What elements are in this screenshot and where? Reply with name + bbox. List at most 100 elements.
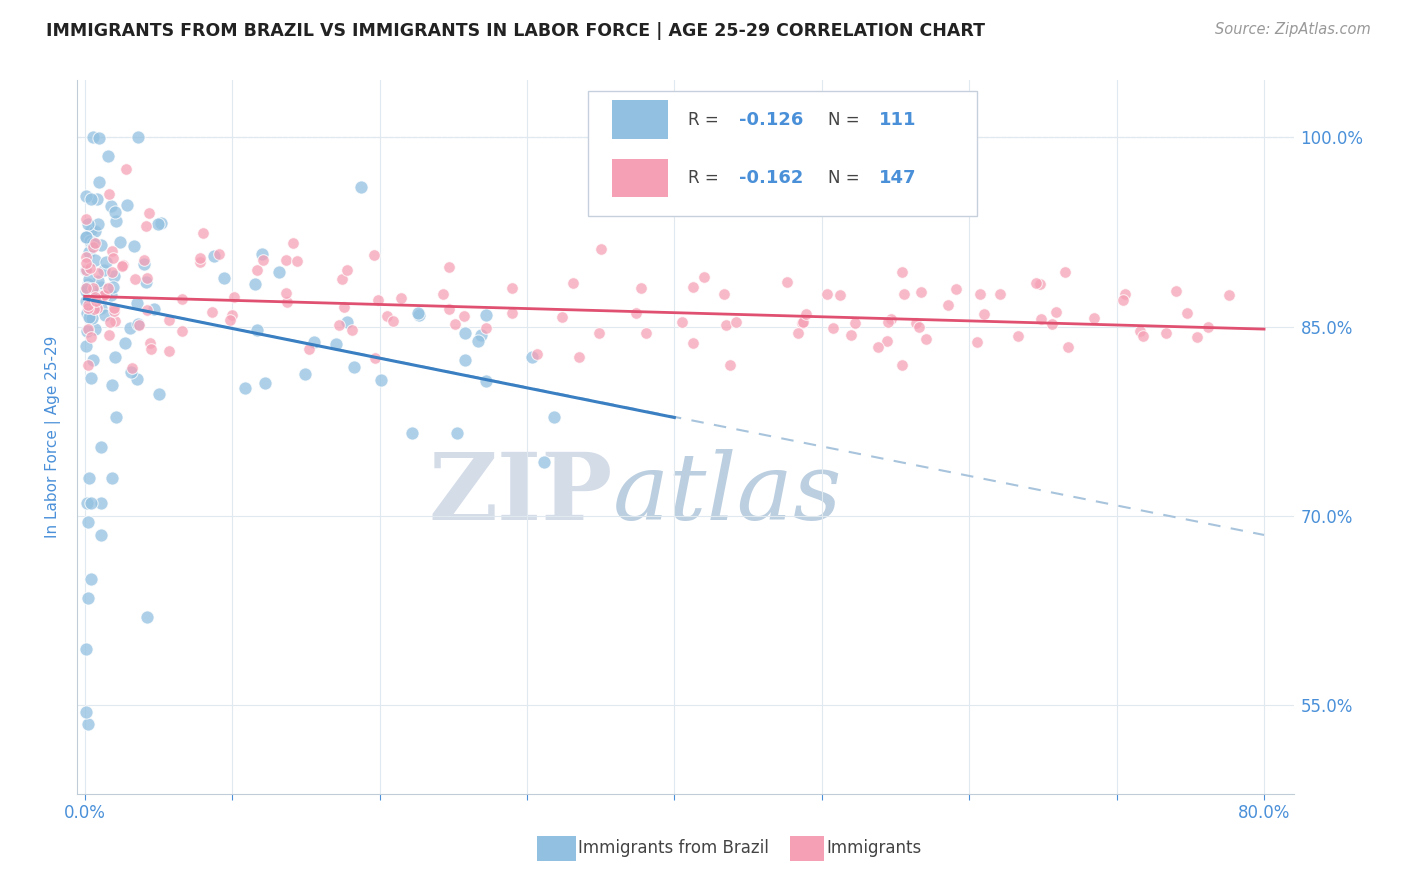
Point (105, 410, 128, 425)
Point (157, 343, 180, 358)
Point (128, 318, 150, 332)
Point (101, 377, 124, 392)
Point (252, 247, 274, 261)
Point (588, 326, 610, 340)
Point (796, 307, 818, 321)
Point (343, 359, 366, 374)
Point (866, 340, 889, 354)
Point (75, 263, 97, 277)
Point (80, 311, 103, 326)
Text: Immigrants from Brazil: Immigrants from Brazil (578, 839, 769, 857)
Point (86, 301, 108, 316)
Point (75, 284, 97, 298)
Point (97, 328, 120, 343)
Point (103, 269, 125, 284)
Text: -0.162: -0.162 (740, 169, 803, 187)
Point (98, 186, 121, 201)
Point (375, 309, 398, 323)
Point (127, 317, 149, 331)
Point (80, 290, 103, 304)
Point (135, 276, 157, 290)
Point (501, 281, 523, 295)
Point (76, 280, 98, 294)
Point (470, 328, 492, 343)
Point (115, 198, 138, 212)
Point (219, 312, 242, 326)
Point (543, 410, 565, 425)
Point (589, 242, 612, 256)
Point (76, 717, 98, 731)
Point (408, 308, 430, 322)
Point (630, 281, 652, 295)
Point (75, 705, 97, 719)
Point (94, 308, 117, 322)
Point (103, 304, 125, 318)
Point (100, 199, 122, 213)
Point (624, 306, 647, 320)
Point (80, 572, 103, 586)
Point (367, 293, 389, 307)
Point (103, 252, 125, 266)
Point (84, 294, 107, 309)
Point (79, 310, 101, 325)
Point (100, 287, 122, 301)
Point (520, 351, 543, 365)
Text: 111: 111 (879, 111, 917, 128)
Point (90, 301, 112, 315)
FancyBboxPatch shape (613, 159, 668, 197)
Point (75, 251, 97, 265)
Point (475, 320, 498, 334)
Point (124, 271, 146, 285)
Point (568, 350, 591, 364)
Point (269, 265, 291, 279)
Point (336, 263, 359, 277)
Point (114, 161, 136, 176)
Point (302, 334, 325, 349)
Point (973, 307, 995, 321)
Point (905, 316, 928, 330)
Point (101, 244, 124, 258)
Point (75, 339, 97, 353)
Point (138, 336, 160, 351)
Point (75, 212, 97, 227)
Point (135, 270, 157, 285)
Point (988, 286, 1011, 301)
Point (127, 130, 149, 145)
Point (146, 217, 169, 231)
Point (693, 269, 716, 284)
Point (120, 365, 142, 379)
Point (830, 288, 852, 302)
Point (121, 361, 143, 376)
Point (938, 298, 960, 312)
Text: N =: N = (828, 169, 865, 187)
Text: R =: R = (688, 169, 724, 187)
Point (75, 641, 97, 656)
Point (172, 292, 194, 306)
Point (77, 322, 100, 336)
Point (75, 293, 97, 308)
Point (77, 245, 100, 260)
Point (97, 281, 120, 295)
Point (188, 254, 211, 268)
Point (84, 224, 107, 238)
Point (283, 235, 305, 250)
Point (202, 249, 225, 263)
Point (188, 252, 211, 266)
Point (86, 217, 108, 231)
Point (792, 315, 814, 329)
Point (914, 332, 936, 346)
Point (91, 291, 114, 305)
Point (77, 310, 100, 324)
Point (90, 237, 112, 252)
Point (76, 306, 98, 320)
Point (713, 287, 735, 301)
Point (891, 264, 914, 278)
Point (76, 359, 98, 373)
Point (401, 425, 423, 440)
Point (1177, 305, 1199, 319)
Point (90, 528, 112, 542)
Point (1029, 277, 1052, 291)
Point (437, 260, 460, 274)
Text: IMMIGRANTS FROM BRAZIL VS IMMIGRANTS IN LABOR FORCE | AGE 25-29 CORRELATION CHAR: IMMIGRANTS FROM BRAZIL VS IMMIGRANTS IN … (46, 22, 986, 40)
Point (332, 272, 354, 286)
